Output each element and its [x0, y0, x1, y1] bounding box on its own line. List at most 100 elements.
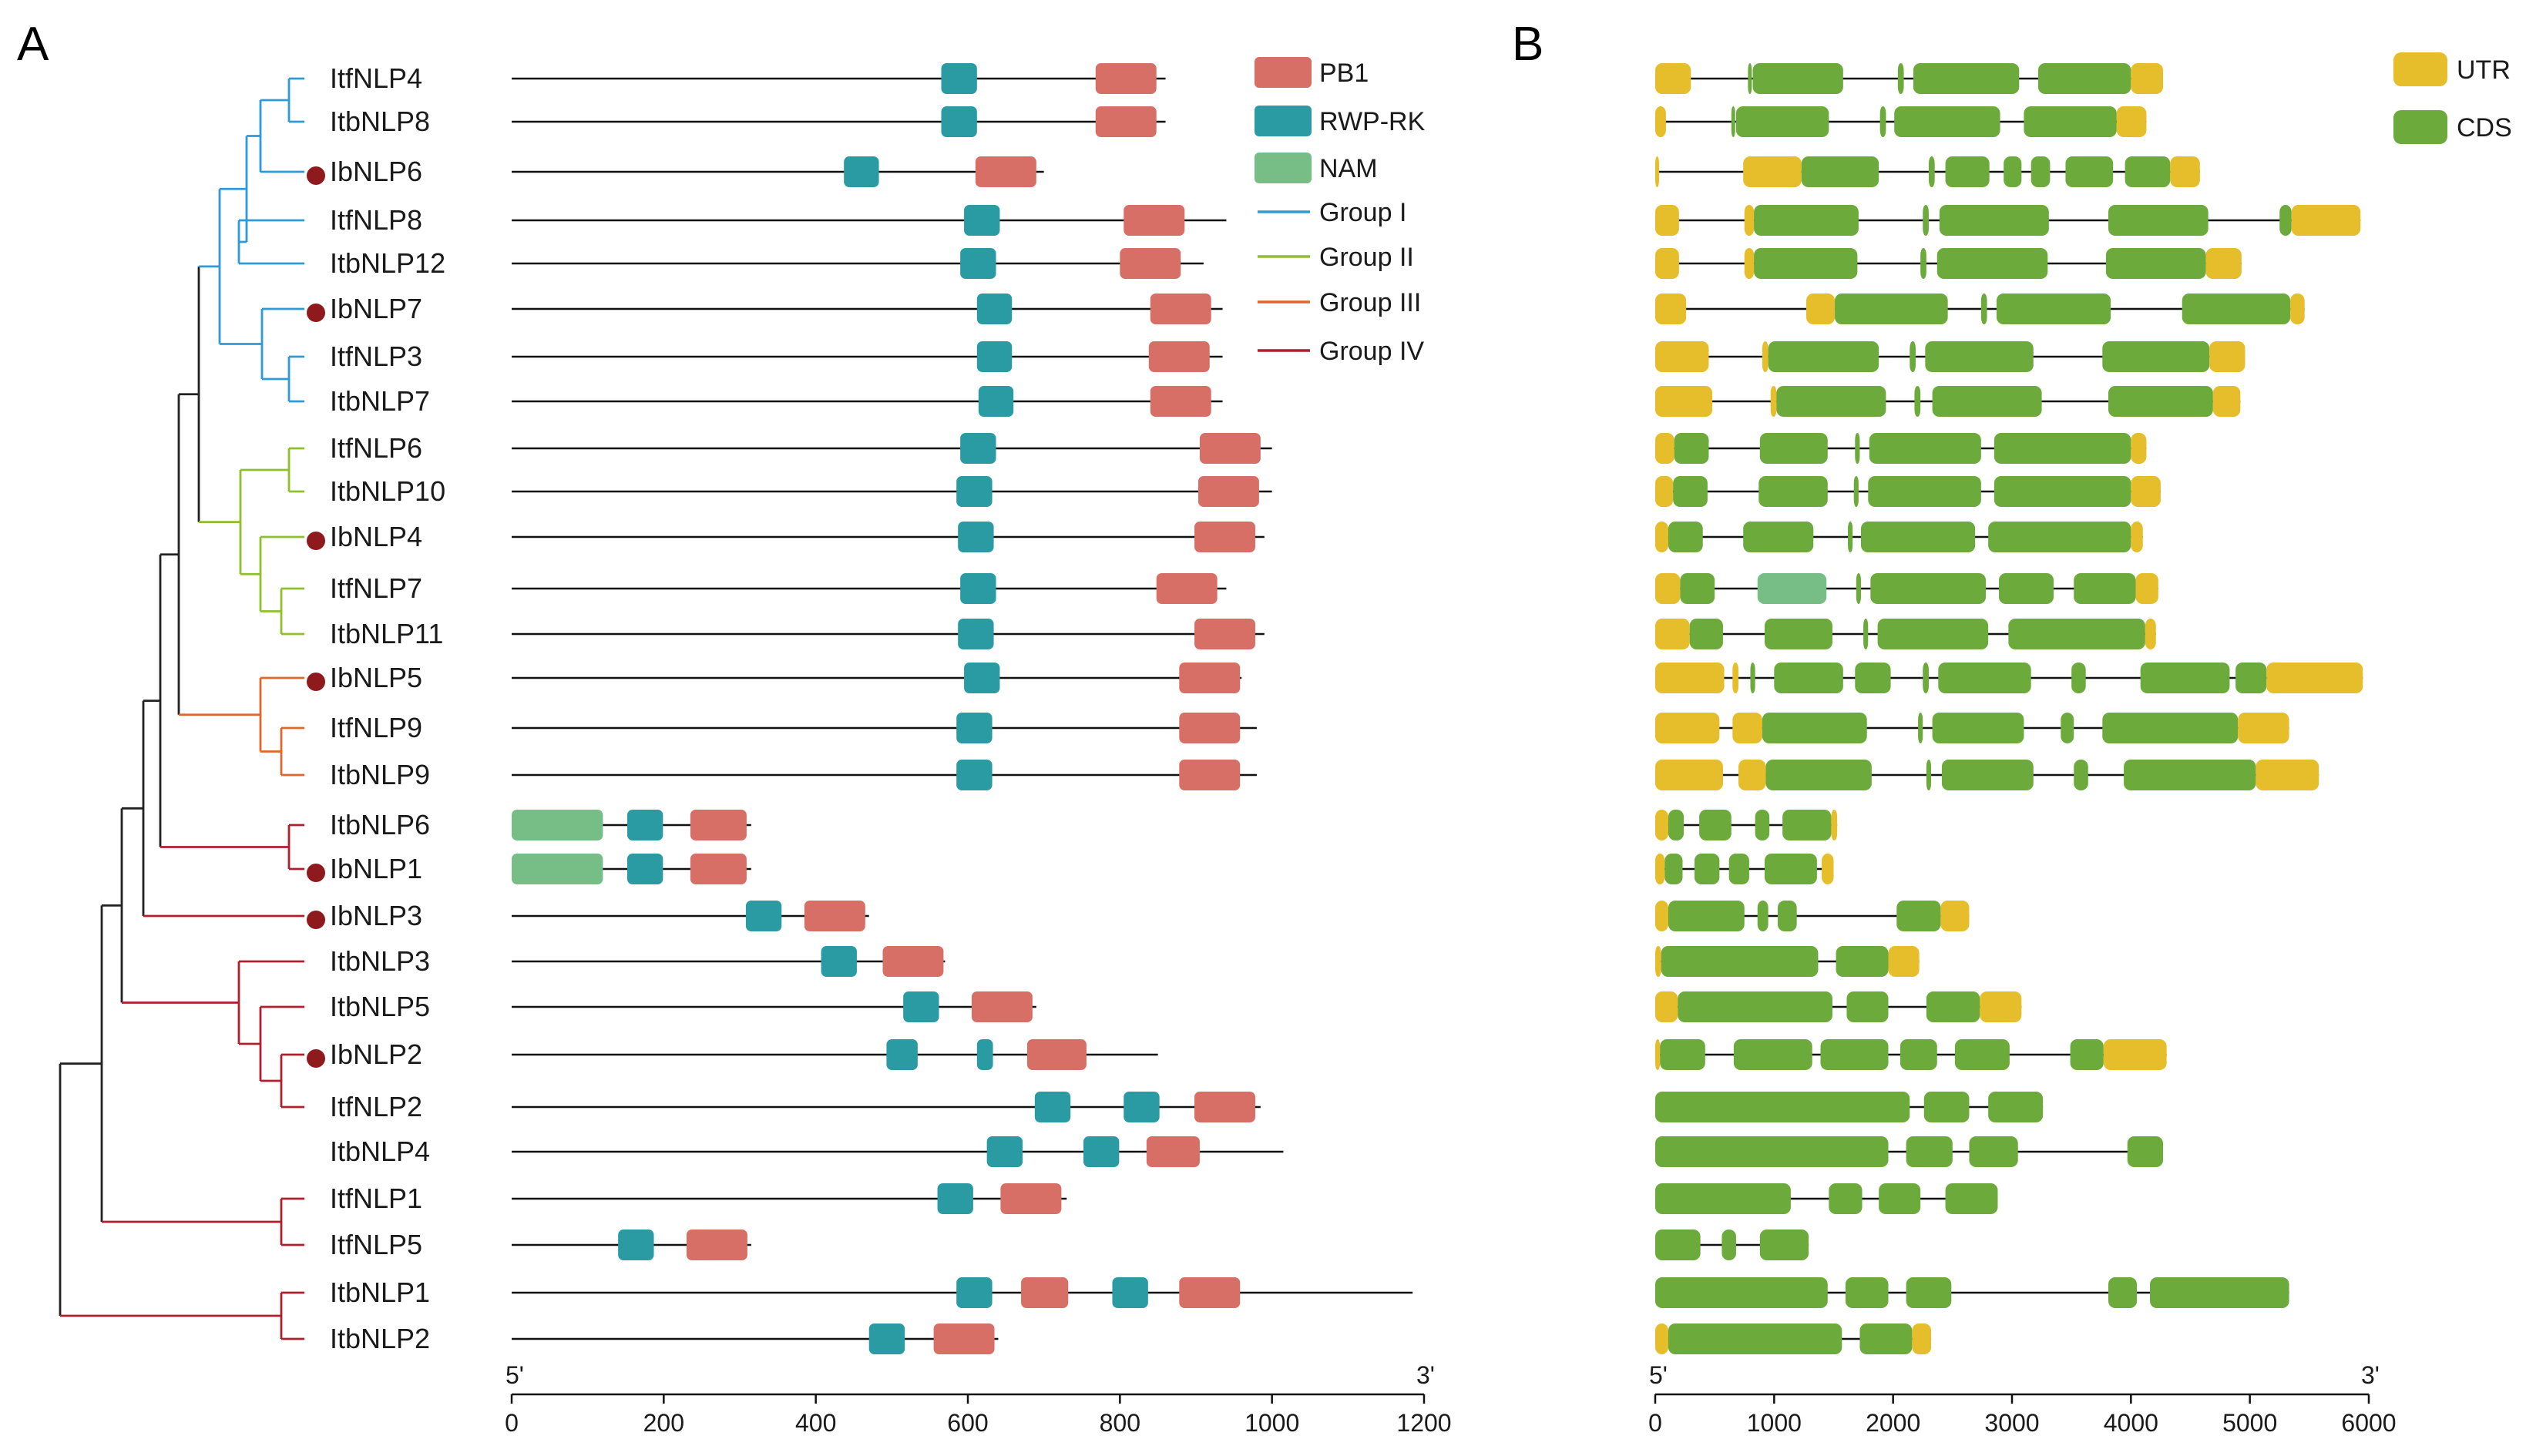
domain-row-itbnlp1	[512, 1277, 1413, 1308]
cds-segment	[1894, 106, 2000, 137]
legend-utr-swatch	[2393, 52, 2447, 86]
cds-segment	[1920, 248, 1926, 279]
axis-tick-label: 5000	[2222, 1409, 2277, 1437]
rwp-domain	[956, 713, 993, 743]
rwp-domain	[960, 573, 996, 604]
gene-label-itfnlp5: ItfNLP5	[330, 1229, 422, 1260]
domain-row-ibnlp7	[512, 294, 1223, 324]
cds-segment	[1752, 63, 1843, 94]
rwp-domain	[745, 901, 782, 931]
cds-segment	[2125, 156, 2171, 187]
gene-label-itbnlp9: ItbNLP9	[330, 759, 430, 790]
pb1-domain	[1000, 1183, 1062, 1214]
utr-segment	[1732, 663, 1739, 693]
axis-tick-label: 4000	[2104, 1409, 2158, 1437]
cds-segment	[1668, 1323, 1842, 1354]
domain-row-itbnlp4	[512, 1136, 1284, 1167]
utr-segment	[2266, 663, 2363, 693]
species-marker-dot-ibnlp4	[307, 532, 325, 550]
legend-rwp-label: RWP-RK	[1319, 107, 1426, 136]
utr-segment	[1732, 713, 1762, 743]
utr-segment	[1655, 205, 1679, 236]
species-marker-dot-ibnlp1	[307, 864, 325, 882]
utr-segment	[1743, 156, 1802, 187]
domain-row-ibnlp1	[512, 854, 751, 884]
gene-label-itbnlp7: ItbNLP7	[330, 385, 430, 417]
cds-segment	[1846, 991, 1889, 1022]
cds-segment	[2235, 663, 2267, 693]
rwp-domain	[626, 854, 663, 884]
cds-segment	[2279, 205, 2292, 236]
cds-segment	[1768, 341, 1879, 372]
domain-row-itfnlp8	[512, 205, 1227, 236]
panel-b-label: B	[1512, 18, 1543, 71]
cds-segment	[1743, 522, 1814, 552]
utr-segment	[1762, 341, 1768, 372]
cds-segment	[2108, 205, 2209, 236]
gene-label-itbnlp4: ItbNLP4	[330, 1136, 430, 1167]
cds-segment	[1668, 810, 1685, 840]
cds-segment	[1655, 1277, 1828, 1308]
gene-labels: ItfNLP4 ItbNLP8 IbNLP6 ItfNLP8 ItbNLP12 IbNLP…	[307, 62, 445, 1354]
rwp-domain	[976, 294, 1013, 324]
cds-segment	[1655, 1092, 1910, 1122]
utr-segment	[1655, 663, 1725, 693]
cds-segment	[1988, 522, 2131, 552]
domain-row-itfnlp5	[512, 1230, 751, 1260]
domain-row-itfnlp9	[512, 713, 1257, 743]
axis-tick-label: 0	[1648, 1409, 1662, 1437]
cds-segment	[1762, 713, 1867, 743]
species-marker-dot-ibnlp5	[307, 673, 325, 691]
utr-segment	[2131, 433, 2147, 464]
legend-nam-label: NAM	[1319, 154, 1378, 183]
cds-segment	[1764, 854, 1817, 884]
cds-segment	[1776, 386, 1886, 417]
cds-segment	[1926, 760, 1932, 790]
domain-row-itfnlp4	[512, 63, 1166, 94]
cds-segment	[1777, 901, 1797, 931]
cds-segment	[1999, 573, 2054, 604]
protein-domain-panel	[512, 63, 1413, 1354]
rwp-domain	[978, 386, 1014, 417]
cds-segment	[1932, 713, 2024, 743]
cds-segment	[1988, 1092, 2044, 1122]
utr-segment	[1655, 1323, 1668, 1354]
axis-tick-label: 600	[947, 1409, 988, 1437]
rwp-domain	[956, 760, 993, 790]
pb1-domain	[690, 810, 747, 840]
utr-segment	[2291, 205, 2361, 236]
pb1-domain	[1179, 663, 1241, 693]
species-marker-dot-ibnlp7	[307, 304, 325, 322]
domain-row-itbnlp10	[512, 476, 1272, 507]
gene-label-itbnlp5: ItbNLP5	[330, 991, 430, 1022]
cds-segment	[1754, 205, 1859, 236]
gene-label-itbnlp1: ItbNLP1	[330, 1277, 430, 1308]
structure-row-ibnlp4	[1655, 522, 2143, 552]
cds-segment	[1855, 433, 1860, 464]
cds-segment	[1855, 663, 1891, 693]
cds-segment	[1668, 901, 1745, 931]
pb1-domain	[1124, 205, 1185, 236]
cds-segment	[1996, 294, 2111, 324]
axis-tick-label: 400	[795, 1409, 836, 1437]
cds-segment	[1863, 619, 1869, 649]
cds-segment	[1910, 341, 1916, 372]
species-marker-dot-ibnlp2	[307, 1049, 325, 1068]
cds-segment	[1820, 1039, 1889, 1070]
cds-segment	[1928, 156, 1935, 187]
cds-segment	[1896, 901, 1941, 931]
cds-segment	[1994, 433, 2131, 464]
utr-segment	[2212, 386, 2241, 417]
gene-label-itfnlp4: ItfNLP4	[330, 62, 422, 94]
gene-label-ibnlp5: IbNLP5	[330, 662, 422, 693]
rwp-domain	[941, 106, 977, 137]
cds-segment	[2065, 156, 2114, 187]
axis-3prime-label: 3'	[2361, 1361, 2380, 1389]
panel-a-label: A	[17, 18, 49, 71]
cds-segment	[1661, 946, 1819, 977]
utr-segment	[1655, 156, 1659, 187]
cds-segment	[1877, 619, 1989, 649]
rwp-domain	[1083, 1136, 1120, 1167]
utr-segment	[2131, 63, 2164, 94]
utr-segment	[1912, 1323, 1932, 1354]
